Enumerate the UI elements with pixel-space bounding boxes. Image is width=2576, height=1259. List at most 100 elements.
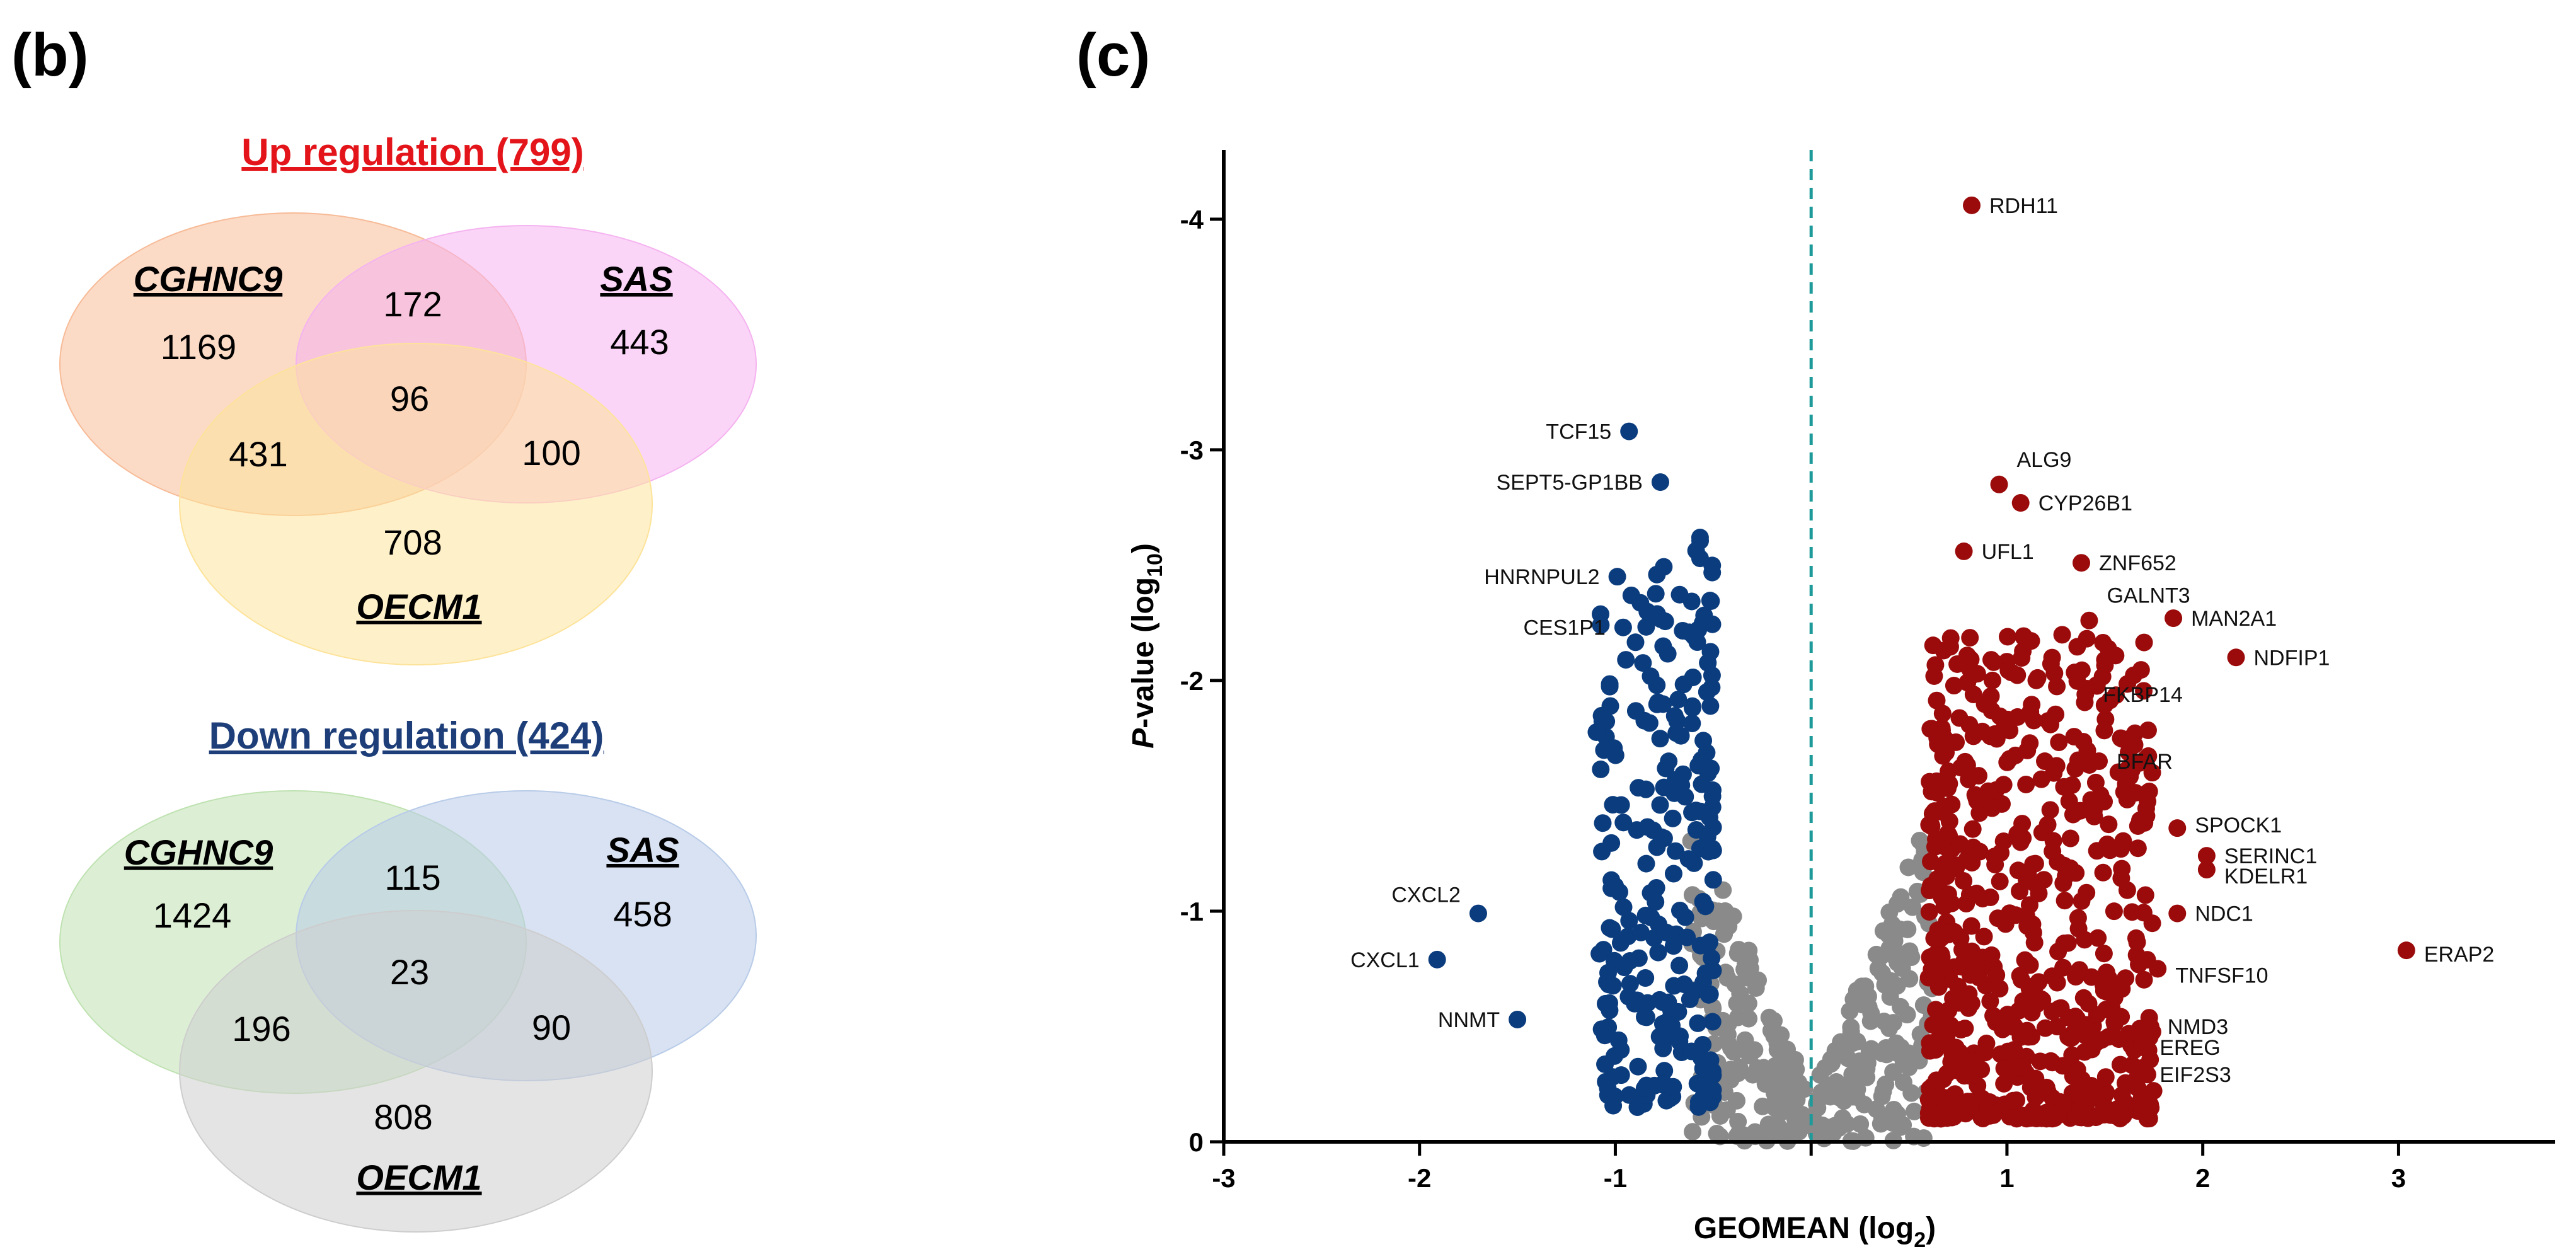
- down-point: [1611, 934, 1630, 952]
- down-point: [1704, 781, 1722, 800]
- down-point: [1635, 1079, 1653, 1098]
- venn-down-cghnc9-oecm1: 196: [232, 1009, 290, 1049]
- gene-label: SERINC1: [2224, 844, 2317, 868]
- x-tick-label: -1: [1604, 1163, 1627, 1193]
- up-point: [2095, 721, 2113, 740]
- up-point: [1963, 854, 1981, 872]
- down-point: [1701, 1060, 1719, 1078]
- down-point: [1683, 699, 1701, 717]
- up-point: [2127, 929, 2145, 947]
- labeled-point: [1955, 542, 1973, 560]
- up-point: [1960, 1097, 1979, 1115]
- down-point: [1632, 923, 1650, 941]
- ns-point: [1759, 1115, 1778, 1134]
- gene-label: RDH11: [1989, 194, 2058, 218]
- up-point: [2022, 1028, 2040, 1046]
- up-point: [1958, 674, 1977, 692]
- up-point: [1975, 928, 1993, 946]
- up-point: [2132, 661, 2150, 679]
- y-tick-label: 0: [1189, 1127, 1204, 1157]
- up-point: [2134, 904, 2153, 922]
- down-point: [1626, 633, 1645, 652]
- up-point: [2064, 1067, 2082, 1085]
- up-point: [1927, 830, 1945, 848]
- down-point: [1701, 697, 1720, 715]
- venn-down-sas-oecm1: 90: [532, 1008, 571, 1047]
- up-point: [2138, 1110, 2156, 1128]
- down-point: [1648, 565, 1666, 584]
- gene-label: EREG: [2159, 1036, 2220, 1060]
- ns-point: [1873, 964, 1892, 982]
- ns-point: [1867, 1100, 1885, 1118]
- up-point: [1967, 962, 1985, 980]
- gene-label: NMD3: [2168, 1015, 2228, 1039]
- up-point: [1939, 885, 1957, 904]
- labeled-point: [1963, 196, 1981, 214]
- down-point: [1630, 779, 1648, 797]
- gene-label: ZNF652: [2099, 551, 2176, 575]
- down-point: [1675, 975, 1693, 994]
- up-point: [2008, 666, 2027, 684]
- up-point: [2079, 994, 2098, 1013]
- up-point: [2026, 854, 2044, 873]
- up-point: [2044, 842, 2062, 861]
- up-point: [1979, 782, 1998, 800]
- up-point: [1920, 903, 1938, 921]
- down-point: [1701, 643, 1720, 661]
- gene-label: CXCL1: [1350, 948, 1420, 972]
- down-point: [1698, 744, 1716, 762]
- up-point: [2068, 672, 2086, 690]
- ns-point: [1740, 941, 1758, 960]
- labeled-point: [1620, 422, 1638, 440]
- gene-label: UFL1: [1982, 540, 2034, 564]
- ns-point: [1819, 1076, 1837, 1095]
- up-point: [1928, 1032, 1946, 1050]
- up-point: [2011, 1057, 2029, 1076]
- gene-label: ALG9: [2017, 448, 2072, 472]
- up-point: [1951, 835, 1969, 853]
- ns-point: [1888, 895, 1906, 913]
- down-point: [1689, 1098, 1708, 1116]
- down-point: [1601, 994, 1619, 1012]
- up-point: [1982, 701, 2001, 720]
- venn-up: Up regulation (799) CGHNC9 SAS OECM1 116…: [59, 131, 757, 665]
- ns-point: [1856, 977, 1875, 996]
- down-point: [1609, 1031, 1628, 1049]
- up-point: [1994, 776, 2013, 794]
- up-point: [1928, 772, 1946, 790]
- up-point: [2023, 696, 2041, 714]
- down-point: [1596, 1055, 1614, 1073]
- venn-up-title: Up regulation (799): [241, 131, 584, 173]
- down-point: [1662, 926, 1680, 944]
- gene-label: KDELR1: [2224, 865, 2308, 888]
- up-point: [2129, 839, 2147, 858]
- down-point: [1649, 943, 1667, 962]
- up-point: [2101, 691, 2119, 710]
- ns-point: [1774, 1094, 1792, 1112]
- down-point: [1650, 991, 1669, 1009]
- venn-up-cghnc9-label: CGHNC9: [134, 259, 282, 299]
- up-point: [2010, 1001, 2028, 1020]
- up-point: [2118, 881, 2136, 899]
- ns-point: [1905, 1102, 1923, 1120]
- up-point: [2083, 1040, 2101, 1059]
- up-point: [1991, 872, 2009, 890]
- up-point: [1945, 677, 1963, 695]
- down-point: [1642, 909, 1660, 927]
- down-point: [1634, 654, 1652, 672]
- panel-c-label: (c): [1076, 21, 1150, 89]
- down-point: [1626, 702, 1645, 720]
- up-point: [2089, 929, 2107, 947]
- up-point: [2111, 1055, 2129, 1074]
- venn-down-sas-label: SAS: [606, 830, 679, 870]
- down-point: [1637, 854, 1655, 873]
- up-point: [1961, 629, 1979, 647]
- down-point: [1637, 618, 1655, 636]
- up-point: [2073, 892, 2091, 910]
- ns-point: [1880, 1019, 1899, 1037]
- down-point: [1594, 814, 1612, 832]
- volcano-plot: -3 -2 -1 1 2 3 0 -1 -2 -3 -4 RDH11 ALG9 CYP26B1 UFL1 Z…: [1127, 150, 2555, 1252]
- ns-point: [1861, 1012, 1880, 1030]
- down-point: [1614, 898, 1633, 916]
- up-point: [2140, 782, 2158, 800]
